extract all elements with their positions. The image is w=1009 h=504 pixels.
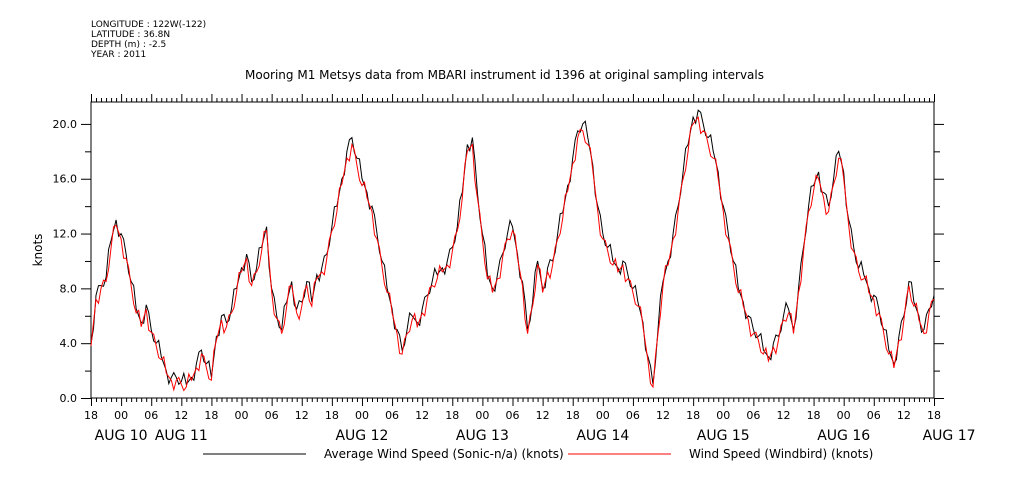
x-tick-label: 00 <box>716 409 730 422</box>
plot-frame <box>90 101 935 399</box>
x-date-label: AUG 11 <box>155 428 208 444</box>
x-tick-label: 00 <box>596 409 610 422</box>
x-date-label: AUG 13 <box>456 428 509 444</box>
series-line-windbird <box>90 115 935 392</box>
y-tick-label: 12.0 <box>53 228 78 241</box>
x-tick-label: 06 <box>265 409 279 422</box>
y-tick-label: 8.0 <box>60 282 78 295</box>
meta-longitude: LONGITUDE : 122W(-122) <box>91 20 207 30</box>
x-date-label: AUG 10 <box>95 428 148 444</box>
y-tick-label: 0.0 <box>60 392 78 405</box>
x-date-label: AUG 17 <box>923 428 976 444</box>
x-tick-label: 06 <box>144 409 158 422</box>
x-tick-label: 12 <box>295 409 309 422</box>
x-tick-label: 06 <box>746 409 760 422</box>
x-tick-label: 00 <box>837 409 851 422</box>
x-tick-label: 00 <box>114 409 128 422</box>
x-tick-label: 18 <box>927 409 941 422</box>
x-tick-label: 12 <box>174 409 188 422</box>
x-tick-label: 18 <box>445 409 459 422</box>
meta-depth: DEPTH (m) : -2.5 <box>91 40 167 50</box>
x-tick-label: 06 <box>626 409 640 422</box>
series-line-average <box>90 109 935 386</box>
x-tick-label: 18 <box>566 409 580 422</box>
x-tick-label: 18 <box>325 409 339 422</box>
x-date-label: AUG 14 <box>576 428 629 444</box>
metadata-block: LONGITUDE : 122W(-122) LATITUDE : 36.8N … <box>91 20 206 60</box>
x-date-label: AUG 15 <box>697 428 750 444</box>
meta-latitude: LATITUDE : 36.8N <box>91 30 171 40</box>
x-tick-label: 18 <box>807 409 821 422</box>
chart-title: Mooring M1 Metsys data from MBARI instru… <box>245 68 764 82</box>
x-tick-label: 06 <box>385 409 399 422</box>
x-tick-label: 00 <box>355 409 369 422</box>
x-tick-label: 18 <box>84 409 98 422</box>
x-tick-label: 12 <box>776 409 790 422</box>
x-tick-label: 12 <box>656 409 670 422</box>
x-tick-label: 12 <box>415 409 429 422</box>
y-axis-label: knots <box>31 234 45 267</box>
y-tick-label: 4.0 <box>60 337 78 350</box>
legend: Average Wind Speed (Sonic-n/a) (knots) W… <box>203 447 873 461</box>
x-tick-label: 12 <box>897 409 911 422</box>
x-tick-label: 00 <box>475 409 489 422</box>
x-tick-label: 18 <box>686 409 700 422</box>
meta-year: YEAR : 2011 <box>91 50 147 60</box>
legend-label-average: Average Wind Speed (Sonic-n/a) (knots) <box>324 447 564 461</box>
y-tick-label: 16.0 <box>53 173 78 186</box>
x-tick-label: 06 <box>867 409 881 422</box>
x-tick-label: 06 <box>506 409 520 422</box>
legend-label-windbird: Wind Speed (Windbird) (knots) <box>689 447 873 461</box>
x-date-label: AUG 16 <box>817 428 870 444</box>
x-date-label: AUG 12 <box>335 428 388 444</box>
x-tick-label: 00 <box>235 409 249 422</box>
x-tick-label: 18 <box>204 409 218 422</box>
y-tick-label: 20.0 <box>53 118 78 131</box>
x-tick-label: 12 <box>536 409 550 422</box>
